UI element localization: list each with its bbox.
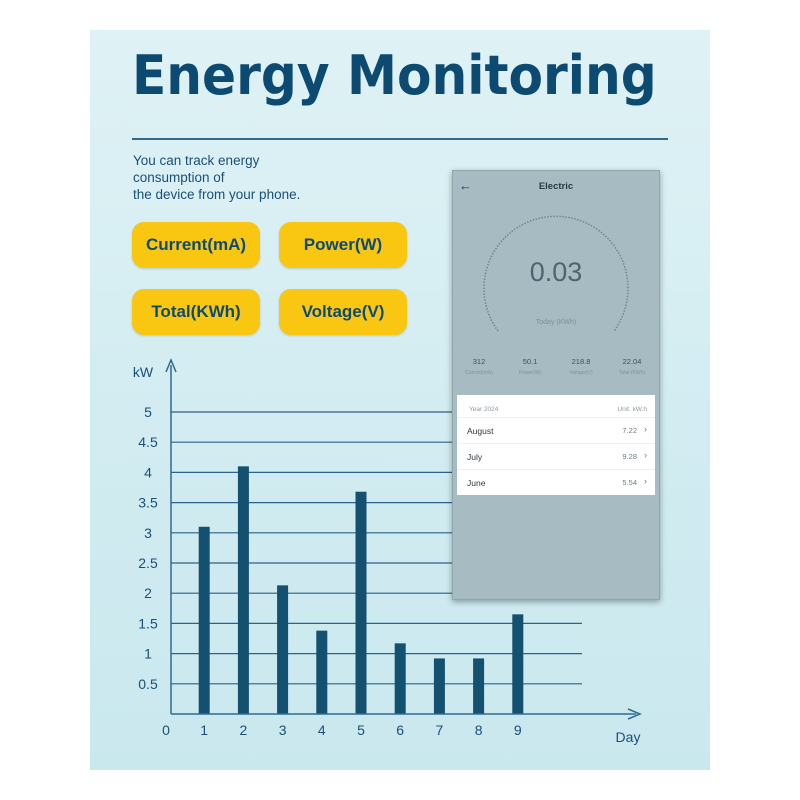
x-tick-label: 2 [240, 722, 248, 738]
phone-title: Electric [538, 181, 574, 192]
y-tick-label: 0.5 [138, 676, 158, 692]
bar [473, 658, 485, 714]
y-tick-label: 1 [144, 646, 152, 662]
x-tick-label: 7 [436, 722, 444, 738]
y-tick-label: 4 [144, 464, 152, 480]
gauge-value: 0.03 [529, 257, 583, 287]
bar [237, 466, 249, 714]
list-year: Year 2024 [469, 406, 499, 413]
stat-current: 312 Current(mA) [454, 357, 504, 376]
stat-label: Power(W) [518, 370, 542, 376]
list-item-july[interactable]: July 9.28 › [457, 443, 655, 470]
stat-value: 22.04 [622, 357, 642, 366]
description-line: You can track energy [133, 153, 260, 168]
y-axis-label: kW [133, 364, 154, 380]
y-tick-label: 5 [144, 404, 152, 420]
y-tick-label: 3 [144, 525, 152, 541]
gauge-arc [483, 215, 629, 332]
list-unit: Unit: kW.h [617, 406, 647, 413]
bar [277, 585, 289, 714]
stat-value: 312 [472, 357, 486, 366]
month-value: 9.28 [622, 452, 637, 461]
page-title: Energy Monitoring [132, 44, 657, 107]
x-tick-label: 8 [475, 722, 483, 738]
x-tick-label: 6 [396, 722, 404, 738]
stat-total: 22.04 Total (KWh) [607, 357, 657, 376]
x-tick-label: 1 [200, 722, 208, 738]
bar [394, 643, 406, 714]
x-tick-label: 4 [318, 722, 326, 738]
bar [433, 658, 445, 714]
x-axis-label: Day [616, 729, 641, 745]
y-tick-label: 2.5 [138, 555, 158, 571]
gauge-label: Today (KWh) [535, 319, 577, 326]
bar [355, 491, 367, 714]
back-arrow-icon[interactable]: ← [459, 178, 472, 193]
title-divider [132, 138, 668, 140]
list-item-august[interactable]: August 7.22 › [457, 417, 655, 444]
stat-voltage: 218.8 Voltage(V) [556, 357, 606, 376]
x-axis-arrow-icon [627, 708, 642, 720]
y-tick-label: 2 [144, 585, 152, 601]
chevron-right-icon: › [644, 450, 647, 460]
month-label: June [467, 478, 486, 488]
phone-screen: ← Electric 0.03 Today (KWh) 312 Current(… [452, 170, 660, 600]
stat-value: 218.8 [571, 357, 591, 366]
stat-label: Current(mA) [465, 370, 493, 376]
chevron-right-icon: › [644, 424, 647, 434]
bar [316, 630, 328, 714]
monthly-list: Year 2024 Unit: kW.h August 7.22 › July … [457, 395, 655, 495]
y-tick-label: 3.5 [138, 495, 158, 511]
x-tick-label: 9 [514, 722, 522, 738]
bar [198, 526, 210, 714]
chevron-right-icon: › [644, 476, 647, 486]
y-tick-label: 4.5 [138, 434, 158, 450]
description: You can track energy consumption of the … [133, 152, 353, 203]
y-axis-arrow-icon [165, 358, 177, 373]
description-line: the device from your phone. [133, 187, 301, 202]
badge-power: Power(W) [279, 222, 407, 268]
badge-voltage: Voltage(V) [279, 289, 407, 335]
x-tick-label: 3 [279, 722, 287, 738]
y-tick-label: 1.5 [138, 615, 158, 631]
badge-current: Current(mA) [132, 222, 260, 268]
stat-power: 50.1 Power(W) [505, 357, 555, 376]
month-label: July [467, 452, 483, 462]
month-label: August [467, 426, 494, 436]
stat-label: Voltage(V) [569, 370, 593, 376]
description-line: consumption of [133, 170, 225, 185]
stat-value: 50.1 [522, 357, 538, 366]
list-item-june[interactable]: June 5.54 › [457, 469, 655, 496]
bar [512, 614, 524, 714]
stat-label: Total (KWh) [618, 370, 646, 376]
badge-total: Total(KWh) [132, 289, 260, 335]
month-value: 5.54 [622, 478, 637, 487]
x-tick-label: 5 [357, 722, 365, 738]
month-value: 7.22 [622, 426, 637, 435]
x-origin-label: 0 [162, 722, 170, 738]
